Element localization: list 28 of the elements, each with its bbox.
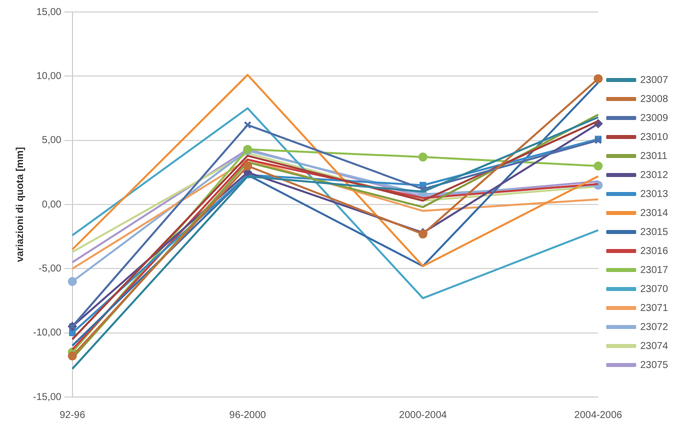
legend-label: 23012 — [640, 170, 668, 181]
x-tick-label: 2000-2004 — [399, 410, 448, 421]
y-tick-label: 15,00 — [36, 6, 62, 18]
legend-label: 23074 — [640, 340, 668, 352]
legend-label: 23008 — [640, 94, 668, 105]
legend-label: 23010 — [640, 132, 668, 143]
x-tick-label: 2004-2006 — [574, 410, 623, 421]
legend-label: 23013 — [640, 188, 668, 200]
legend-label: 23009 — [640, 112, 668, 124]
legend-label: 23014 — [640, 208, 668, 219]
x-tick-label: 92-96 — [60, 410, 86, 421]
y-tick-label: 5,00 — [42, 135, 62, 146]
y-tick-label: 10,00 — [36, 70, 62, 82]
legend-label: 23071 — [640, 302, 668, 314]
legend-label: 23015 — [640, 226, 668, 238]
y-tick-label: -10,00 — [32, 328, 62, 339]
legend-label: 23011 — [640, 150, 668, 162]
y-tick-label: -5,00 — [38, 263, 62, 274]
legend-label: 23072 — [640, 322, 668, 333]
legend-label: 23070 — [640, 284, 668, 295]
y-tick-label: 0,00 — [42, 199, 62, 210]
legend-label: 23075 — [640, 360, 668, 371]
y-axis-title: variazioni di quota [mm] — [14, 146, 26, 262]
y-tick-label: -15,00 — [32, 392, 62, 403]
legend-label: 23016 — [640, 246, 668, 257]
legend-label: 23007 — [640, 74, 668, 86]
x-tick-label: 96-2000 — [229, 410, 266, 421]
legend-label: 23017 — [640, 264, 668, 276]
